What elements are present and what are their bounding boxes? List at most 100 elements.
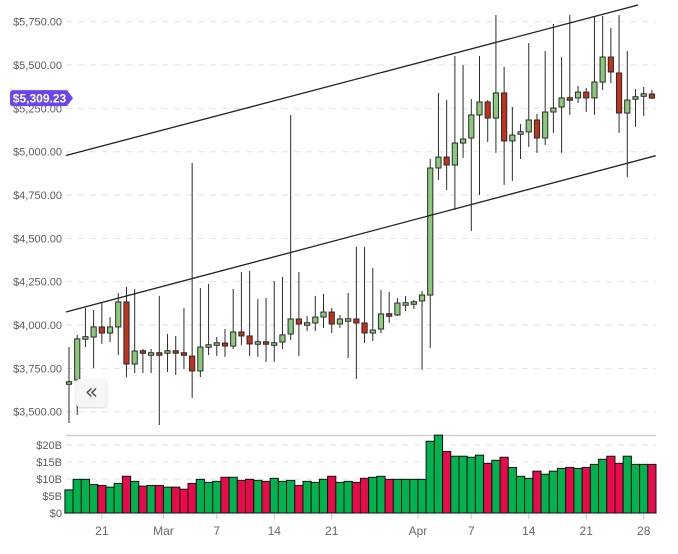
candle[interactable] xyxy=(459,65,467,158)
volume-bar[interactable] xyxy=(622,455,632,514)
volume-bar[interactable] xyxy=(392,478,403,514)
volume-bar[interactable] xyxy=(614,462,624,514)
volume-bar[interactable] xyxy=(97,484,107,514)
candle[interactable] xyxy=(574,86,582,103)
volume-bar[interactable] xyxy=(72,478,82,514)
volume-bar[interactable] xyxy=(277,480,288,514)
candle[interactable] xyxy=(287,114,294,340)
volume-bar[interactable] xyxy=(171,486,181,514)
volume-bar[interactable] xyxy=(162,486,173,514)
candle[interactable] xyxy=(164,334,171,373)
volume-bar[interactable] xyxy=(212,480,222,514)
candle[interactable] xyxy=(632,88,639,127)
candle[interactable] xyxy=(213,336,220,357)
volume-bar[interactable] xyxy=(269,477,279,514)
volume-bar[interactable] xyxy=(286,479,296,514)
lower-channel-trendline[interactable] xyxy=(65,155,656,313)
candle[interactable] xyxy=(98,303,105,344)
candle[interactable] xyxy=(566,14,573,115)
candle[interactable] xyxy=(106,317,114,343)
volume-bar[interactable] xyxy=(261,480,271,514)
volume-bar[interactable] xyxy=(606,455,616,514)
volume-bar[interactable] xyxy=(540,473,550,514)
volume-bar[interactable] xyxy=(458,455,468,514)
volume-bar[interactable] xyxy=(146,484,156,514)
volume-bar[interactable] xyxy=(343,480,353,514)
volume-bar[interactable] xyxy=(417,478,427,514)
scroll-back-button[interactable]: « xyxy=(76,379,107,407)
volume-bar[interactable] xyxy=(228,476,238,514)
candle[interactable] xyxy=(509,106,516,181)
volume-bar[interactable] xyxy=(138,485,148,514)
candle[interactable] xyxy=(172,335,179,375)
volume-bar[interactable] xyxy=(524,477,534,514)
volume-bar[interactable] xyxy=(507,466,517,514)
volume-bar[interactable] xyxy=(245,478,255,514)
candle[interactable] xyxy=(369,268,376,341)
candle[interactable] xyxy=(353,246,360,379)
volume-bar[interactable] xyxy=(499,456,509,514)
volume-bar[interactable] xyxy=(556,467,567,514)
volume-bar[interactable] xyxy=(548,470,558,514)
volume-bar[interactable] xyxy=(376,475,386,514)
candle[interactable] xyxy=(517,123,524,159)
volume-bar[interactable] xyxy=(113,482,123,514)
volume-bar[interactable] xyxy=(318,478,329,514)
candle[interactable] xyxy=(156,295,163,426)
volume-bar[interactable] xyxy=(121,475,132,514)
volume-bar[interactable] xyxy=(491,459,501,514)
volume-bar[interactable] xyxy=(401,478,411,514)
volume-bar[interactable] xyxy=(368,476,378,514)
volume-bar[interactable] xyxy=(195,478,205,514)
candle[interactable] xyxy=(65,347,73,423)
volume-bar[interactable] xyxy=(179,488,189,514)
candle[interactable] xyxy=(418,291,426,370)
candle[interactable] xyxy=(123,286,130,378)
volume-bar[interactable] xyxy=(64,489,74,514)
candle[interactable] xyxy=(476,56,483,196)
candle[interactable] xyxy=(131,288,138,374)
candle[interactable] xyxy=(115,292,122,356)
candle[interactable] xyxy=(230,288,237,349)
volume-bar[interactable] xyxy=(310,481,320,514)
candle[interactable] xyxy=(246,270,253,357)
candle[interactable] xyxy=(640,87,647,116)
candle[interactable] xyxy=(410,300,417,309)
candle[interactable] xyxy=(558,57,565,153)
volume-bar[interactable] xyxy=(359,477,370,514)
candle[interactable] xyxy=(295,271,302,357)
candle[interactable] xyxy=(443,100,450,191)
candle[interactable] xyxy=(139,348,146,374)
candle[interactable] xyxy=(377,290,385,334)
candle[interactable] xyxy=(345,292,352,358)
volume-bar[interactable] xyxy=(581,466,591,514)
volume-bar[interactable] xyxy=(573,467,583,514)
candle[interactable] xyxy=(501,66,508,185)
volume-bar[interactable] xyxy=(89,483,99,514)
candle[interactable] xyxy=(427,158,434,348)
candle[interactable] xyxy=(90,309,97,369)
candle[interactable] xyxy=(221,329,229,357)
volume-bar[interactable] xyxy=(639,463,649,514)
volume-bar[interactable] xyxy=(515,475,526,514)
volume-bar[interactable] xyxy=(294,484,304,514)
candle[interactable] xyxy=(435,92,442,180)
volume-bar[interactable] xyxy=(647,463,657,514)
candle[interactable] xyxy=(238,271,245,345)
volume-bar[interactable] xyxy=(335,481,345,514)
candle[interactable] xyxy=(624,50,631,178)
volume-bar[interactable] xyxy=(474,454,485,514)
volume-bar[interactable] xyxy=(565,466,575,514)
volume-bar[interactable] xyxy=(236,479,247,514)
volume-bar[interactable] xyxy=(327,475,337,514)
candle[interactable] xyxy=(484,100,491,142)
candle[interactable] xyxy=(336,314,344,328)
volume-bar[interactable] xyxy=(130,480,140,514)
candle[interactable] xyxy=(386,291,393,323)
candle[interactable] xyxy=(648,89,656,100)
candle[interactable] xyxy=(525,43,532,148)
volume-bar[interactable] xyxy=(351,481,361,514)
volume-bar[interactable] xyxy=(302,480,312,514)
candle[interactable] xyxy=(312,295,319,331)
